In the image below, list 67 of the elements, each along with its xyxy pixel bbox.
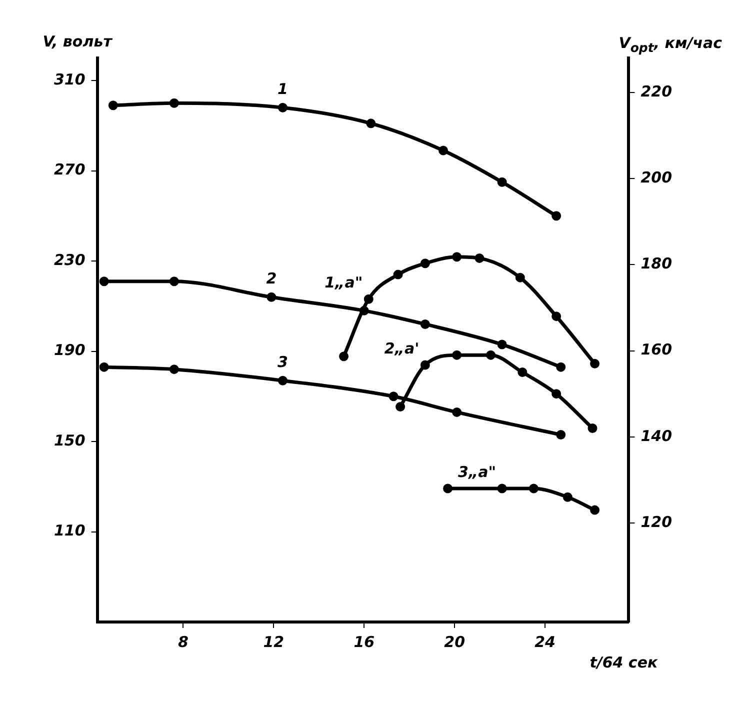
series-label: 2„a' <box>384 339 420 358</box>
series-label: 3„a" <box>458 462 496 481</box>
point <box>99 362 109 372</box>
point <box>339 352 349 362</box>
point <box>169 98 179 108</box>
point <box>420 319 430 329</box>
y2-tick-label: 120 <box>640 512 672 531</box>
point <box>266 292 276 302</box>
point <box>278 102 288 112</box>
point <box>393 270 403 280</box>
point <box>99 276 109 286</box>
point <box>497 484 507 494</box>
point <box>515 272 525 282</box>
point <box>552 312 562 322</box>
point <box>590 358 600 368</box>
point <box>364 294 374 304</box>
x-tick-label: 8 <box>178 632 188 651</box>
y-axis-title: V, вольт <box>42 32 114 50</box>
point <box>359 306 369 316</box>
point <box>474 253 484 263</box>
point <box>420 360 430 370</box>
y2-tick-label: 220 <box>640 82 672 100</box>
point <box>169 276 179 286</box>
series-label: 1 <box>278 80 288 98</box>
point <box>562 492 572 502</box>
point <box>556 430 566 440</box>
point <box>497 177 507 187</box>
point <box>588 424 598 434</box>
x-tick-label: 12 <box>263 632 284 651</box>
series-label: 2 <box>266 270 277 288</box>
point <box>108 100 118 110</box>
series-label: 3 <box>278 353 288 371</box>
y-tick-label: 190 <box>54 341 86 360</box>
point <box>528 484 538 494</box>
point <box>388 392 398 402</box>
point <box>497 340 507 350</box>
y-tick-label: 310 <box>54 70 86 88</box>
y2-tick-label: 140 <box>640 426 672 445</box>
y-tick-label: 270 <box>54 160 86 179</box>
point <box>556 362 566 372</box>
point <box>169 364 179 374</box>
y2-tick-label: 180 <box>640 254 672 273</box>
point <box>552 211 562 221</box>
point <box>452 252 462 262</box>
y2-axis-title: V$_{opt}$, км/час <box>618 34 722 55</box>
x-axis-title: t/64 сек <box>590 653 658 672</box>
point <box>438 146 448 156</box>
x-tick-label: 16 <box>354 632 375 651</box>
point <box>552 389 562 399</box>
point <box>452 350 462 360</box>
point <box>366 118 376 128</box>
y-tick-label: 230 <box>54 250 86 269</box>
point <box>396 402 406 412</box>
point <box>443 484 453 494</box>
point <box>278 376 288 386</box>
y-tick-label: 150 <box>54 431 86 450</box>
x-tick-label: 24 <box>534 632 556 651</box>
y-tick-label: 110 <box>54 522 86 540</box>
x-tick-label: 20 <box>444 632 466 651</box>
point <box>518 368 528 378</box>
point <box>590 505 600 515</box>
y2-tick-label: 160 <box>640 340 672 359</box>
series-label: 1„a" <box>324 273 363 292</box>
point <box>486 350 496 360</box>
point <box>452 407 462 417</box>
y2-tick-label: 200 <box>640 168 672 186</box>
point <box>420 258 430 268</box>
